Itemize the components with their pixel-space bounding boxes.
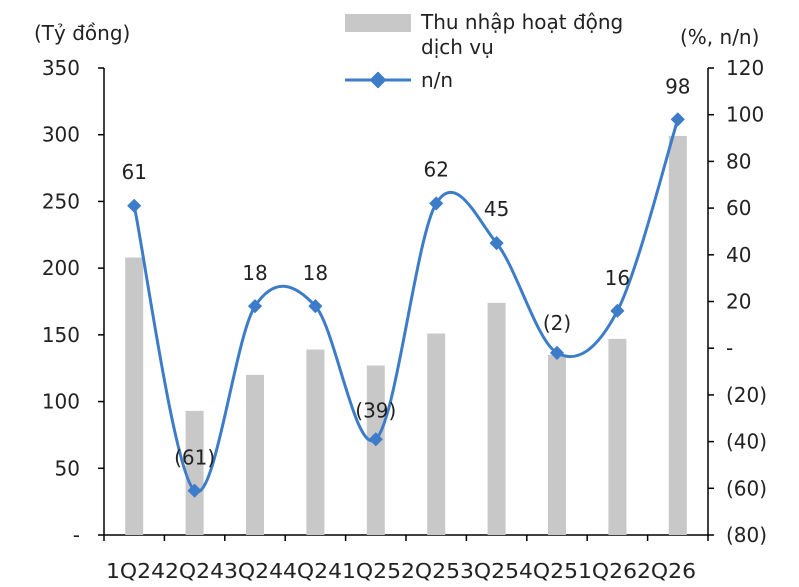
bar bbox=[608, 338, 627, 535]
line-path bbox=[132, 118, 680, 494]
line-point bbox=[308, 299, 323, 314]
line-point bbox=[610, 303, 625, 318]
line-point bbox=[429, 196, 444, 211]
left-tick-label: 300 bbox=[42, 123, 80, 147]
right-tick-label: (60) bbox=[726, 476, 767, 500]
right-tick-label: 20 bbox=[726, 290, 751, 314]
right-tick-label: 120 bbox=[726, 56, 764, 80]
left-tick-label: 50 bbox=[55, 456, 80, 480]
bar bbox=[366, 365, 385, 535]
bar bbox=[487, 302, 506, 535]
left-tick-label: 250 bbox=[42, 189, 80, 213]
bar bbox=[668, 136, 687, 535]
right-tick-label: (20) bbox=[726, 383, 767, 407]
line-data-label: 18 bbox=[242, 261, 267, 285]
line-point bbox=[670, 112, 685, 127]
line-point bbox=[489, 236, 504, 251]
line-data-label: 16 bbox=[605, 266, 630, 290]
right-tick-label: 100 bbox=[726, 103, 764, 127]
left-axis-unit: (Tỷ đồng) bbox=[34, 21, 130, 45]
legend: Thu nhập hoạt động dịch vụ n/n bbox=[345, 10, 623, 92]
bar bbox=[125, 257, 144, 535]
right-tick-label: (80) bbox=[726, 523, 767, 547]
bar bbox=[185, 410, 204, 535]
left-tick-label: 100 bbox=[42, 390, 80, 414]
axes: - 50 100 150 200 250 300 350 (80) (60) (40) (20) - 20… bbox=[42, 56, 767, 547]
bar-series bbox=[125, 136, 687, 535]
line-point bbox=[247, 299, 263, 314]
right-tick-label: 40 bbox=[726, 243, 751, 267]
left-tick-label: 200 bbox=[42, 256, 80, 280]
bar bbox=[246, 374, 264, 535]
data-labels: 61 (61) 18 18 (39) 62 45 (2) 16 98 bbox=[121, 74, 690, 469]
line-data-label: 62 bbox=[423, 157, 448, 181]
left-tick-label: 150 bbox=[42, 323, 80, 347]
legend-bar-label-2: dịch vụ bbox=[421, 35, 494, 59]
line-point bbox=[127, 198, 142, 213]
line-data-label: (39) bbox=[355, 398, 396, 422]
right-tick-label: 60 bbox=[726, 196, 751, 220]
left-tick-label: - bbox=[73, 523, 80, 547]
left-tick-label: 350 bbox=[42, 56, 80, 80]
x-axis-category-labels: 1Q242Q243Q244Q241Q252Q253Q254Q251Q262Q26 bbox=[106, 559, 696, 583]
legend-bar-label-1: Thu nhập hoạt động bbox=[420, 10, 623, 34]
right-axis-unit: (%, n/n) bbox=[680, 25, 759, 49]
bar bbox=[427, 333, 446, 535]
line-data-label: 18 bbox=[303, 261, 328, 285]
right-tick-label: - bbox=[726, 336, 733, 360]
legend-bar-swatch bbox=[345, 14, 411, 32]
line-point bbox=[549, 345, 565, 360]
legend-line-label: n/n bbox=[421, 68, 453, 92]
line-data-label: 98 bbox=[665, 74, 690, 98]
line-data-label: 61 bbox=[121, 160, 146, 184]
line-point bbox=[368, 432, 383, 447]
right-tick-label: 80 bbox=[726, 149, 751, 173]
legend-line-marker bbox=[369, 71, 387, 89]
line-data-label: 45 bbox=[484, 197, 509, 221]
line-data-label: (61) bbox=[174, 446, 215, 470]
line-point bbox=[187, 483, 202, 498]
bar bbox=[306, 349, 325, 535]
bar bbox=[548, 354, 566, 535]
line-data-label: (2) bbox=[543, 311, 571, 335]
line-series bbox=[127, 112, 685, 498]
right-tick-label: (40) bbox=[726, 430, 767, 454]
